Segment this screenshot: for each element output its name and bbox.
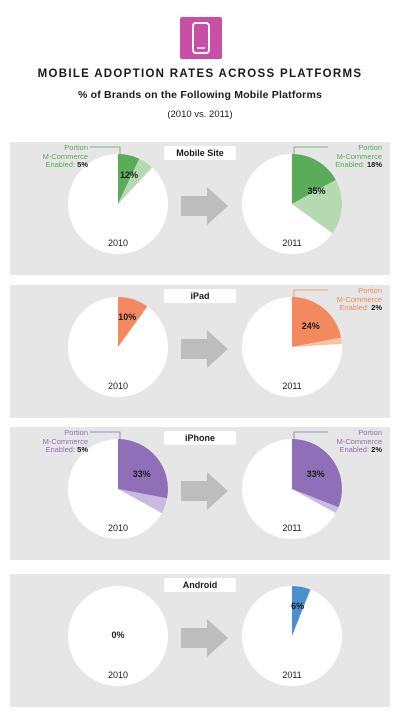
callout-line: M-Commerce xyxy=(336,436,382,446)
pie-slice-mcommerce xyxy=(118,158,153,204)
callout-line: Portion xyxy=(358,143,382,152)
callout-enabled-label: Enabled: xyxy=(45,445,78,454)
platform-panel: iPad 2010 10% 2011 24% Portion M-Commerce Enabl… xyxy=(10,285,390,418)
callout-line: Enabled: 18% xyxy=(324,160,382,170)
pie-slice-mcommerce xyxy=(118,489,168,514)
callout-value: 5% xyxy=(77,160,88,169)
pie-value-label: 35% xyxy=(307,185,326,196)
callout-line: Enabled: 5% xyxy=(28,445,88,455)
callout-value: 2% xyxy=(371,303,382,312)
panel-art xyxy=(68,146,343,254)
callout-line: M-Commerce xyxy=(42,151,88,161)
platform-tag: Android xyxy=(164,578,236,592)
pie-value-label: 33% xyxy=(132,469,151,479)
year-label: 2011 xyxy=(282,670,302,680)
right-arrow-icon xyxy=(181,619,228,657)
callout-line: Portion xyxy=(64,143,88,152)
platform-tag: iPad xyxy=(164,289,236,303)
page-subtitle: % of Brands on the Following Mobile Plat… xyxy=(77,89,323,101)
right-arrow-icon xyxy=(181,472,228,510)
callout-line: M-Commerce xyxy=(336,294,382,304)
pie-slice xyxy=(292,297,342,347)
panel-art xyxy=(68,586,342,686)
year-label: 2010 xyxy=(107,381,129,391)
page-years: (2010 vs. 2011) xyxy=(167,109,233,120)
pie-slice xyxy=(292,439,343,508)
callout-value: 2% xyxy=(371,445,382,454)
pie-base xyxy=(68,586,168,686)
platform-panel: Android 2010 0% 2011 6% xyxy=(10,574,390,707)
callout-enabled-label: Enabled: xyxy=(335,160,367,169)
platform-tag: Mobile Site xyxy=(164,146,236,160)
callout-leader-line xyxy=(90,431,121,441)
callout-value: 18% xyxy=(366,160,382,169)
callout-leader-line xyxy=(293,146,328,156)
callout-leader-line xyxy=(90,146,121,156)
year-label: 2010 xyxy=(107,670,129,680)
panel-art xyxy=(68,431,343,539)
year-label: 2011 xyxy=(282,523,302,533)
pie-value-label: 6% xyxy=(291,600,305,611)
pie-slice xyxy=(118,297,148,347)
phone-icon xyxy=(192,22,210,54)
pie-slice xyxy=(292,586,311,636)
platform-tag: iPhone xyxy=(164,431,236,445)
pie-slice-mcommerce xyxy=(292,489,339,514)
callout-line: Enabled: 2% xyxy=(324,303,382,313)
callout-leader-line xyxy=(293,431,328,441)
callout-line: M-Commerce xyxy=(42,436,88,446)
page-title: MOBILE ADOPTION RATES ACROSS PLATFORMS xyxy=(37,68,363,80)
pie-slice-mcommerce xyxy=(292,179,343,234)
mcommerce-callout: Portion M-Commerce Enabled: 5% xyxy=(28,143,88,170)
pie-value-label: 10% xyxy=(118,312,137,323)
pie-value-label: 12% xyxy=(120,170,139,181)
right-arrow-icon xyxy=(181,187,228,225)
callout-line: Enabled: 2% xyxy=(324,445,382,455)
year-label: 2011 xyxy=(282,238,302,248)
callout-line: Enabled: 5% xyxy=(28,160,88,170)
pie-value-label: 33% xyxy=(306,469,325,479)
panel-art xyxy=(68,289,342,397)
platform-panel: iPhone 2010 33% Portion M-Commerce Enabled: 5… xyxy=(10,427,390,560)
year-label: 2010 xyxy=(107,238,129,248)
callout-line: Portion xyxy=(64,428,88,437)
callout-leader-line xyxy=(293,289,328,299)
pie-slice xyxy=(118,154,140,204)
callout-enabled-label: Enabled: xyxy=(339,445,372,454)
callout-enabled-label: Enabled: xyxy=(45,160,78,169)
pie-slice xyxy=(292,154,336,204)
callout-line: Portion xyxy=(358,286,382,295)
callout-enabled-label: Enabled: xyxy=(339,303,372,312)
mcommerce-callout: Portion M-Commerce Enabled: 5% xyxy=(28,428,88,455)
mcommerce-callout: Portion M-Commerce Enabled: 2% xyxy=(324,286,382,313)
mcommerce-callout: Portion M-Commerce Enabled: 2% xyxy=(324,428,382,455)
callout-line: M-Commerce xyxy=(336,151,382,161)
pie-value-label: 0% xyxy=(111,630,125,640)
platform-panel: Mobile Site 2010 12% Portion M-Commerce Enabl… xyxy=(10,142,390,275)
header-badge xyxy=(180,17,222,59)
pie-slice xyxy=(118,439,168,499)
year-label: 2010 xyxy=(107,523,129,533)
year-label: 2011 xyxy=(282,381,302,391)
callout-line: Portion xyxy=(358,428,382,437)
pie-value-label: 24% xyxy=(301,320,320,331)
pie-slice-mcommerce xyxy=(292,337,342,347)
callout-value: 5% xyxy=(77,445,88,454)
mcommerce-callout: Portion M-Commerce Enabled: 18% xyxy=(324,143,382,170)
right-arrow-icon xyxy=(181,330,228,368)
